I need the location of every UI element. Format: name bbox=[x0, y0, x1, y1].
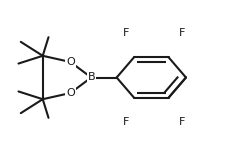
Text: F: F bbox=[179, 117, 186, 127]
Text: O: O bbox=[66, 57, 75, 67]
Text: F: F bbox=[123, 28, 129, 38]
Text: F: F bbox=[123, 117, 129, 127]
Text: O: O bbox=[66, 88, 75, 98]
Text: F: F bbox=[179, 28, 186, 38]
Text: B: B bbox=[87, 73, 95, 82]
